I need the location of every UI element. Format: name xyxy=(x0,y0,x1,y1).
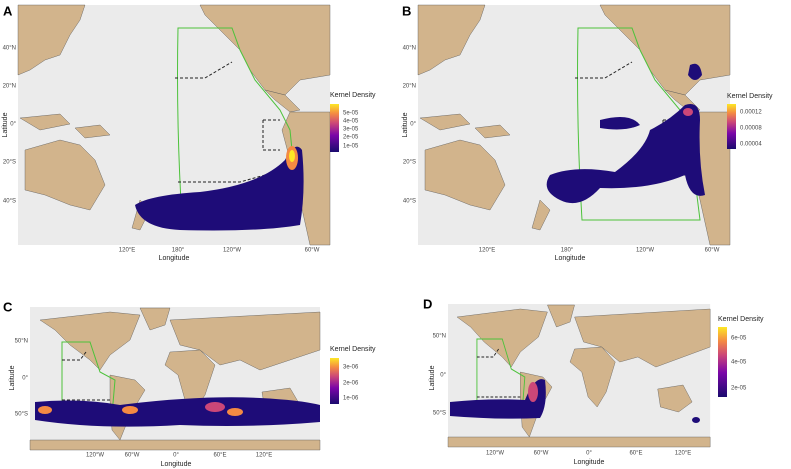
colorbar xyxy=(727,104,736,149)
y-axis-title: Latitude xyxy=(429,365,436,390)
x-tick-label: 120°W xyxy=(486,451,504,457)
legend-title: Kernel Density xyxy=(330,92,376,99)
x-tick-label: 60°W xyxy=(305,248,320,254)
x-tick-label: 180° xyxy=(561,248,574,254)
y-tick-label: 0° xyxy=(10,122,16,128)
x-axis-title: Longitude xyxy=(574,459,605,466)
y-tick-label: 20°N xyxy=(403,84,416,90)
x-tick-label: 60°W xyxy=(534,451,549,457)
y-tick-label: 50°N xyxy=(15,339,28,345)
legend-label: 1e-05 xyxy=(343,144,359,150)
y-tick-label: 20°S xyxy=(3,160,16,166)
y-tick-label: 50°N xyxy=(433,334,446,340)
y-tick-label: 40°S xyxy=(403,199,416,205)
x-tick-label: 120°E xyxy=(119,248,135,254)
panel-a xyxy=(17,4,331,246)
y-tick-label: 20°S xyxy=(403,160,416,166)
density xyxy=(692,417,700,423)
y-tick-label: 0° xyxy=(22,376,28,382)
y-tick-label: 40°S xyxy=(3,199,16,205)
y-tick-label: 20°N xyxy=(3,84,16,90)
legend-label: 1e-06 xyxy=(343,396,359,402)
x-tick-label: 60°E xyxy=(629,451,642,457)
density-peak xyxy=(227,408,243,416)
x-tick-label: 120°W xyxy=(223,248,241,254)
density xyxy=(135,146,304,231)
legend-label: 6e-05 xyxy=(731,336,747,342)
panel-b xyxy=(417,4,731,246)
colorbar xyxy=(330,104,339,152)
panel-label: A xyxy=(3,3,13,18)
x-axis-title: Longitude xyxy=(159,255,190,262)
panel-label: D xyxy=(423,296,432,311)
y-tick-label: 40°N xyxy=(403,46,416,52)
x-tick-label: 180° xyxy=(172,248,185,254)
panel-c xyxy=(29,306,321,451)
legend-label: 2e-05 xyxy=(731,386,747,392)
x-tick-label: 0° xyxy=(586,451,592,457)
x-tick-label: 120°E xyxy=(479,248,495,254)
x-tick-label: 60°W xyxy=(125,453,140,459)
x-tick-label: 0° xyxy=(173,453,179,459)
legend-title: Kernel Density xyxy=(718,316,764,323)
panel-d xyxy=(447,303,711,448)
panel-label: C xyxy=(3,299,13,314)
legend-label: 2e-05 xyxy=(343,135,359,141)
density-peak xyxy=(289,150,295,162)
y-tick-label: 50°S xyxy=(15,412,28,418)
density-peak xyxy=(205,402,225,412)
x-tick-label: 120°E xyxy=(675,451,691,457)
density xyxy=(450,379,546,419)
density-peak xyxy=(528,382,538,402)
x-tick-label: 120°W xyxy=(636,248,654,254)
legend-title: Kernel Density xyxy=(330,346,376,353)
density-peak xyxy=(122,406,138,414)
panel-label: B xyxy=(402,3,411,18)
density-peak xyxy=(683,108,693,116)
x-tick-label: 120°W xyxy=(86,453,104,459)
y-axis-title: Latitude xyxy=(402,112,409,137)
colorbar xyxy=(718,327,727,397)
y-tick-label: 50°S xyxy=(433,411,446,417)
density-peak xyxy=(38,406,52,414)
legend-label: 0.00012 xyxy=(740,110,762,116)
legend-label: 4e-05 xyxy=(731,360,747,366)
y-axis-title: Latitude xyxy=(9,365,16,390)
legend-label: 2e-06 xyxy=(343,381,359,387)
legend-label: 3e-06 xyxy=(343,365,359,371)
legend-label: 0.00008 xyxy=(740,126,762,132)
legend-label: 5e-05 xyxy=(343,111,359,117)
legend-label: 4e-05 xyxy=(343,119,359,125)
x-tick-label: 60°E xyxy=(213,453,226,459)
x-axis-title: Longitude xyxy=(555,255,586,262)
legend-label: 0.00004 xyxy=(740,142,762,148)
density xyxy=(35,397,320,427)
x-tick-label: 60°W xyxy=(705,248,720,254)
y-tick-label: 0° xyxy=(410,122,416,128)
y-axis-title: Latitude xyxy=(2,112,9,137)
y-tick-label: 0° xyxy=(440,373,446,379)
legend-title: Kernel Density xyxy=(727,93,773,100)
y-tick-label: 40°N xyxy=(3,46,16,52)
x-tick-label: 120°E xyxy=(256,453,272,459)
density xyxy=(546,63,705,204)
colorbar xyxy=(330,358,339,404)
legend-label: 3e-05 xyxy=(343,127,359,133)
x-axis-title: Longitude xyxy=(161,461,192,468)
